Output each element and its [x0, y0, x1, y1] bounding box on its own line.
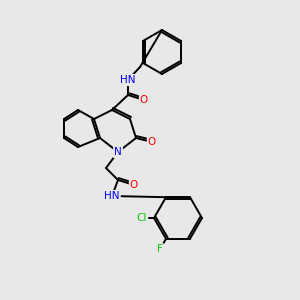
Text: HN: HN — [104, 191, 120, 201]
Text: HN: HN — [120, 75, 136, 85]
Text: O: O — [130, 180, 138, 190]
Text: O: O — [148, 137, 156, 147]
Text: Cl: Cl — [137, 213, 147, 223]
Text: F: F — [157, 244, 163, 254]
Text: O: O — [140, 95, 148, 105]
Text: N: N — [114, 147, 122, 157]
